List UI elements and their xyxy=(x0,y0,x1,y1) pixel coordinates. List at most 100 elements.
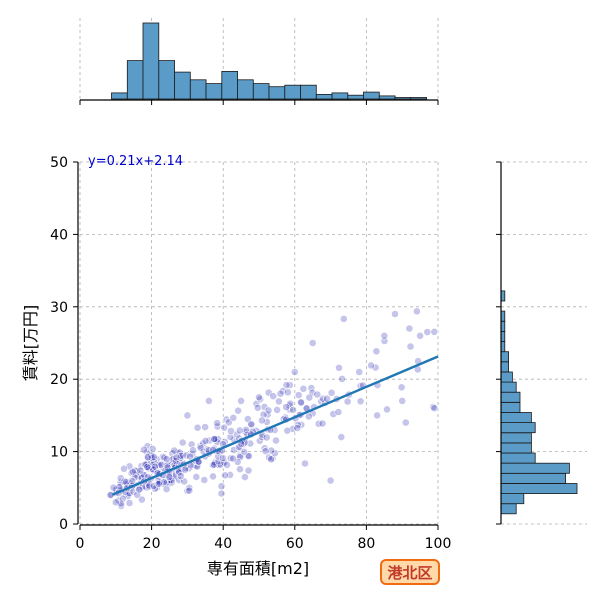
scatter-point xyxy=(398,396,407,405)
scatter-point xyxy=(234,406,242,415)
scatter-point xyxy=(274,397,283,406)
scatter-point xyxy=(201,436,210,445)
y-tick-label: 10 xyxy=(50,445,68,461)
x-tick-label: 80 xyxy=(357,536,375,552)
scatter-point xyxy=(210,460,219,469)
scatter-point xyxy=(246,439,255,448)
scatter-point xyxy=(199,439,207,448)
scatter-point xyxy=(308,339,317,347)
scatter-point xyxy=(244,452,253,460)
x-hist-bar xyxy=(394,97,412,100)
scatter-point xyxy=(178,438,187,447)
scatter-point xyxy=(423,328,432,336)
x-hist-bar xyxy=(331,92,349,100)
scatter-point xyxy=(267,455,275,464)
scatter-point xyxy=(429,402,438,411)
y-marginal-histogram xyxy=(496,161,587,525)
scatter-point xyxy=(259,410,268,419)
x-hist-bar xyxy=(268,86,286,100)
scatter-point xyxy=(262,433,271,442)
y-hist-bar xyxy=(500,401,521,413)
scatter-point xyxy=(143,453,152,462)
scatter-point xyxy=(204,396,213,405)
scatter-point xyxy=(162,485,171,494)
scatter-point xyxy=(371,363,380,372)
scatter-point xyxy=(227,427,235,435)
y-hist-bar xyxy=(500,462,570,474)
y-hist-bar xyxy=(500,442,532,454)
scatter-point xyxy=(185,486,194,495)
scatter-point xyxy=(154,479,163,488)
scatter-point xyxy=(136,466,145,475)
scatter-point xyxy=(430,404,439,413)
scatter-point xyxy=(334,408,343,416)
scatter-point xyxy=(269,392,278,401)
regression-layer xyxy=(111,355,439,496)
x-hist-bar xyxy=(126,60,144,100)
scatter-point xyxy=(335,363,343,372)
scatter-point xyxy=(196,444,205,452)
x-hist-bar xyxy=(142,22,160,100)
x-marginal-histogram xyxy=(79,18,439,105)
scatter-point xyxy=(283,388,292,397)
scatter-point xyxy=(192,472,201,481)
scatter-point xyxy=(412,307,421,316)
x-hist-bar xyxy=(347,94,364,100)
y-hist-bar xyxy=(500,361,509,373)
scatter-point xyxy=(372,347,381,356)
scatter-point xyxy=(261,447,270,456)
y-tick-label: 40 xyxy=(50,227,68,243)
scatter-point xyxy=(343,397,352,406)
ward-badge: 港北区 xyxy=(380,559,440,585)
y-hist-bar xyxy=(500,472,566,484)
scatter-point xyxy=(128,467,137,476)
scatter-point xyxy=(137,495,146,504)
scatter-point xyxy=(162,455,171,463)
scatter-point xyxy=(323,394,331,403)
y-hist-bar xyxy=(500,432,532,444)
scatter-point xyxy=(373,411,381,420)
x-hist-bar xyxy=(174,71,191,100)
scatter-point xyxy=(237,396,245,405)
scatter-point xyxy=(289,405,297,414)
scatter-point xyxy=(383,405,391,414)
y-hist-bar xyxy=(500,422,536,434)
x-hist-bar xyxy=(363,91,380,100)
scatter-point xyxy=(160,453,169,462)
scatter-point xyxy=(273,405,281,414)
scatter-point xyxy=(355,368,364,376)
scatter-point xyxy=(406,342,415,351)
scatter-point xyxy=(143,463,152,471)
scatter-point xyxy=(209,472,217,481)
scatter-point xyxy=(220,423,229,432)
scatter-point xyxy=(276,389,285,398)
x-hist-bar xyxy=(237,79,254,100)
x-tick-label: 20 xyxy=(143,536,161,552)
scatter-point xyxy=(264,406,273,415)
scatter-point xyxy=(229,413,238,422)
scatter-point xyxy=(283,426,292,435)
x-hist-bar xyxy=(252,83,270,100)
scatter-point xyxy=(223,460,231,469)
scatter-point xyxy=(193,423,202,432)
x-tick-label: 60 xyxy=(286,536,304,552)
scatter-point xyxy=(296,398,305,407)
scatter-point xyxy=(299,384,308,393)
scatter-point xyxy=(240,473,249,481)
y-hist-bar xyxy=(500,483,578,495)
scatter-point xyxy=(244,466,253,475)
scatter-point xyxy=(140,445,148,454)
scatter-point xyxy=(272,436,280,445)
scatter-point xyxy=(401,418,410,427)
y-hist-bar xyxy=(500,381,517,393)
scatter-point xyxy=(416,331,424,340)
scatter-point xyxy=(218,454,227,462)
x-tick-label: 0 xyxy=(76,536,85,552)
x-hist-bar xyxy=(205,83,223,100)
y-hist-bar xyxy=(500,503,517,515)
scatter-point xyxy=(118,494,127,503)
y-hist-bar xyxy=(500,452,536,464)
scatter-point xyxy=(301,459,309,468)
scatter-point xyxy=(109,483,118,492)
